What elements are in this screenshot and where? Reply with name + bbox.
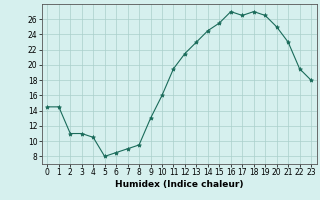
X-axis label: Humidex (Indice chaleur): Humidex (Indice chaleur) bbox=[115, 180, 244, 189]
